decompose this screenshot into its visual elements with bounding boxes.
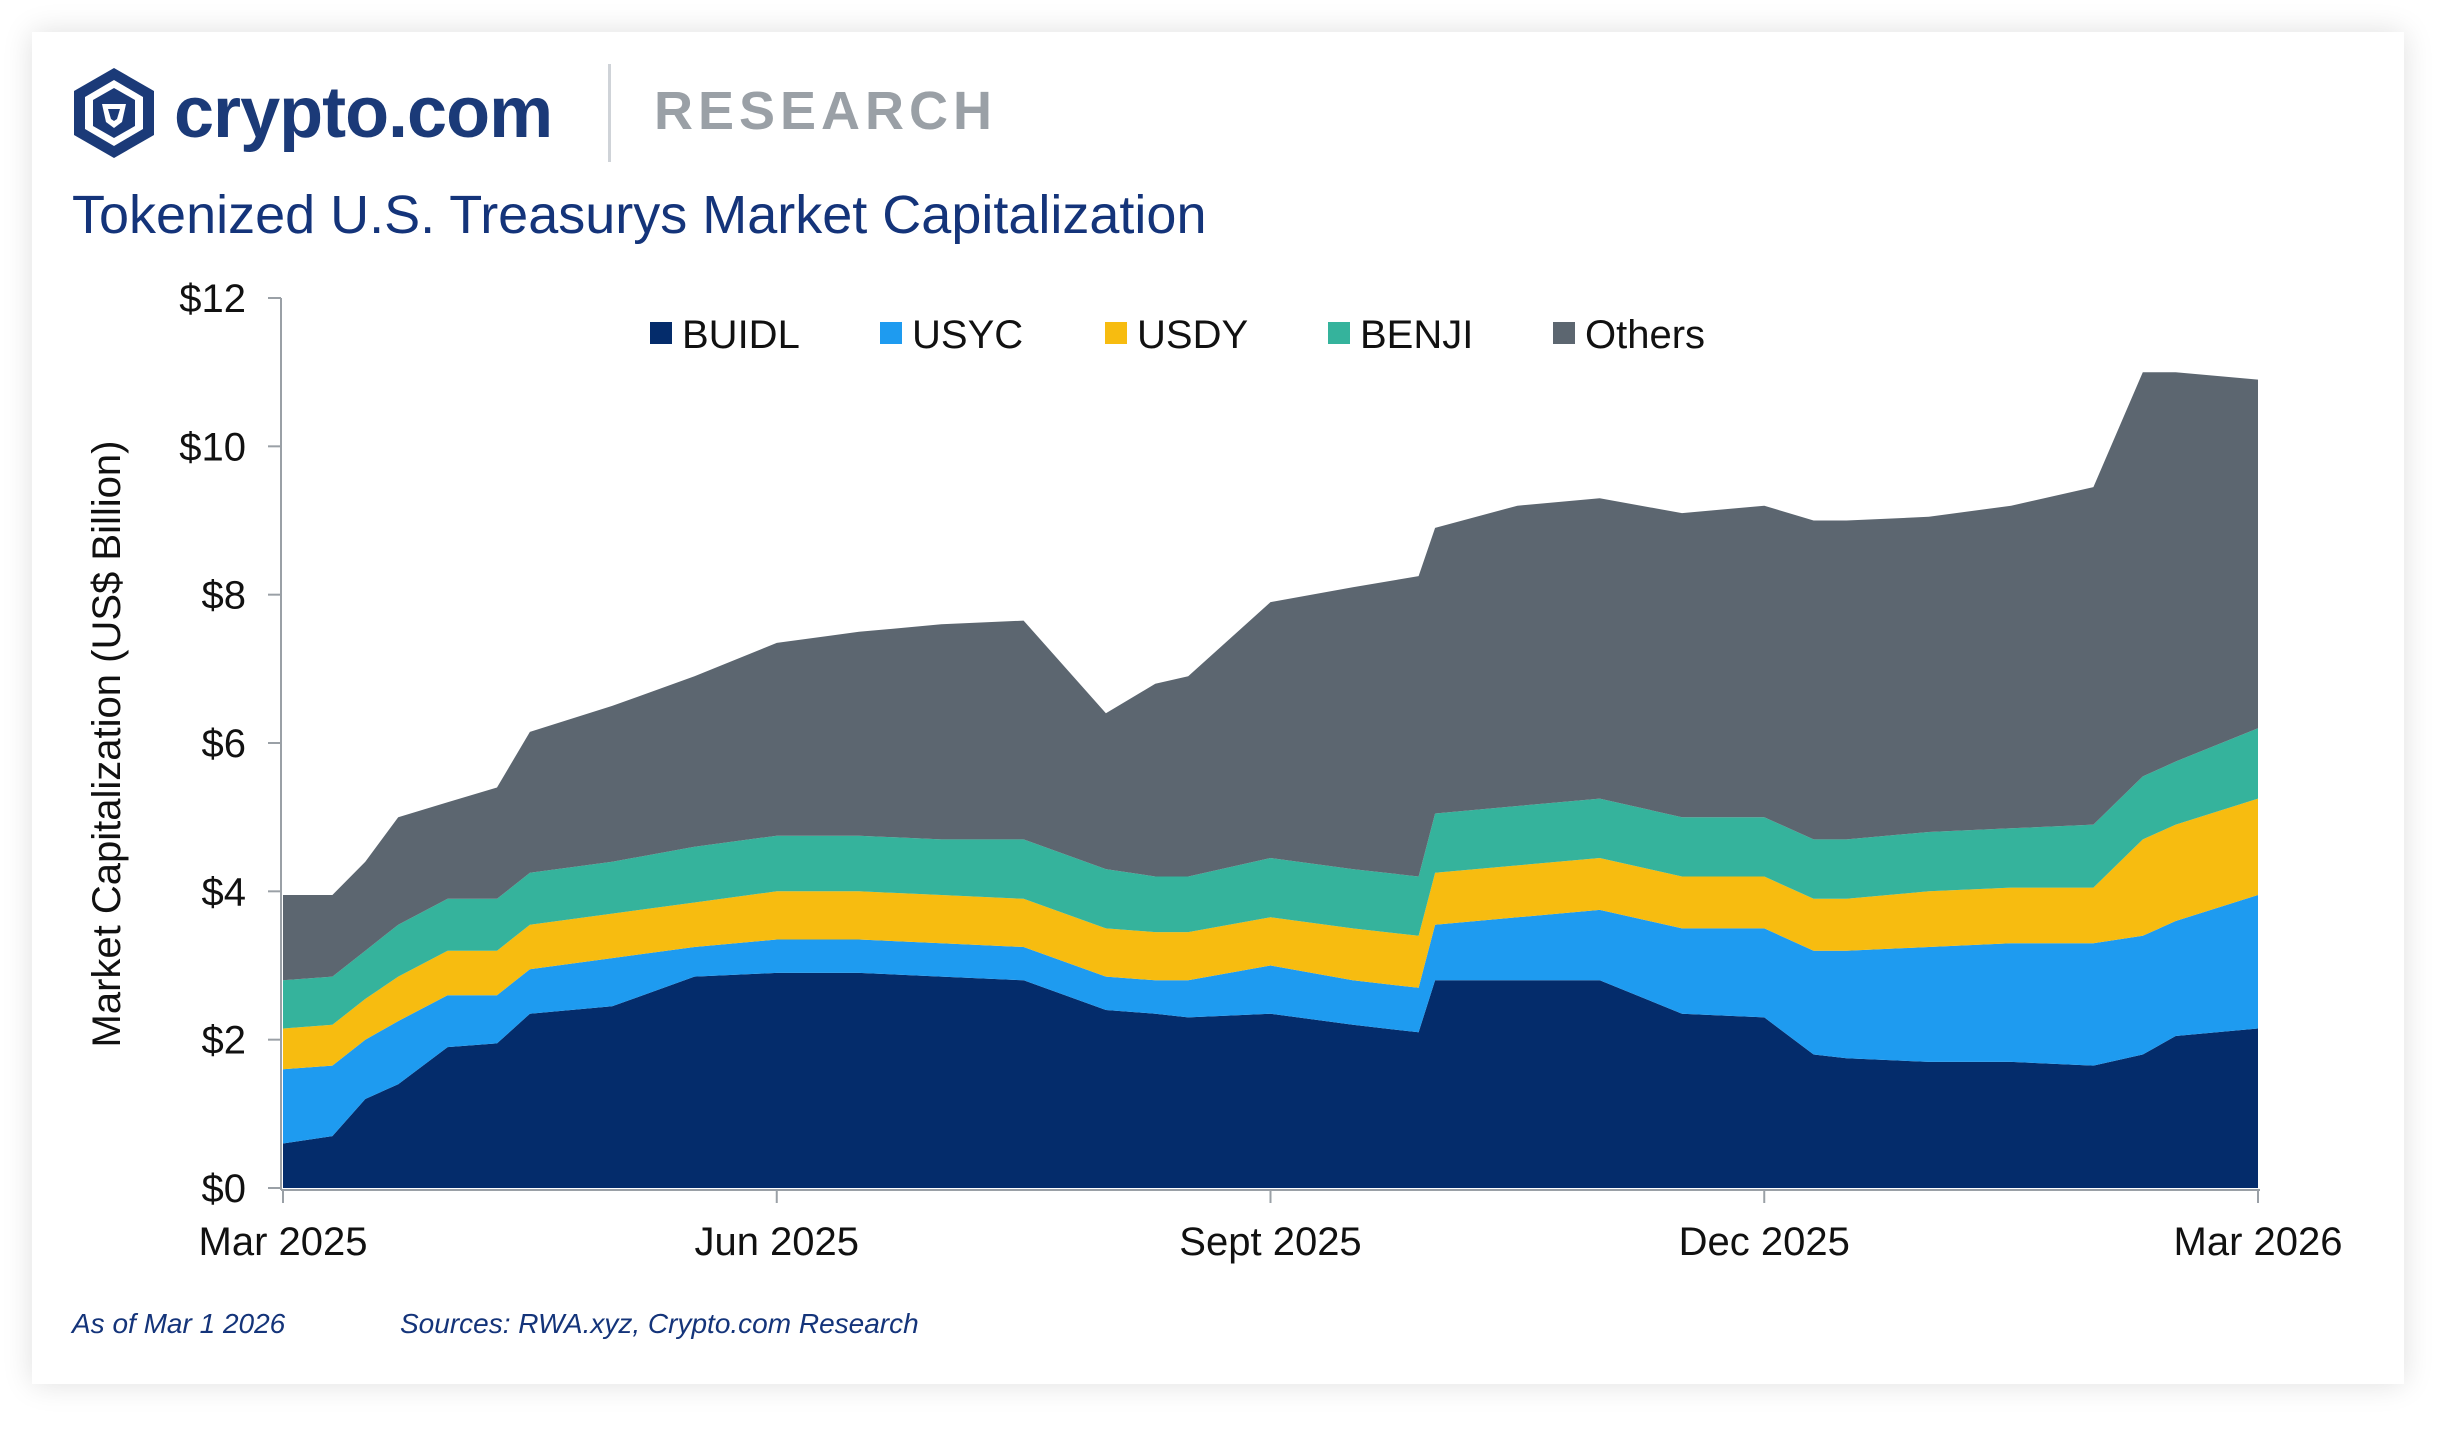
legend-swatch-buidl bbox=[650, 322, 672, 344]
legend-label-usdy: USDY bbox=[1137, 313, 1248, 357]
x-tick-label: Dec 2025 bbox=[1679, 1220, 1850, 1264]
series-areas bbox=[283, 372, 2258, 1188]
legend-swatch-usdy bbox=[1105, 322, 1127, 344]
sources-note: Sources: RWA.xyz, Crypto.com Research bbox=[400, 1308, 919, 1339]
y-tick-label: $10 bbox=[179, 425, 246, 469]
x-tick-label: Sept 2025 bbox=[1179, 1220, 1361, 1264]
y-tick-label: $6 bbox=[202, 722, 247, 766]
x-tick-label: Mar 2026 bbox=[2174, 1220, 2343, 1264]
area-usyc bbox=[283, 895, 2258, 1144]
y-tick-label: $2 bbox=[202, 1019, 247, 1063]
as-of-note: As of Mar 1 2026 bbox=[72, 1308, 286, 1339]
crypto-com-lion-shield-icon bbox=[74, 68, 154, 158]
section-label: RESEARCH bbox=[654, 81, 998, 141]
y-tick-label: $12 bbox=[179, 277, 246, 321]
brand-logo: crypto.com bbox=[72, 66, 553, 160]
legend-label-benji: BENJI bbox=[1360, 313, 1473, 357]
legend-label-usyc: USYC bbox=[912, 313, 1023, 357]
brand-name: crypto.com bbox=[174, 73, 553, 153]
header-divider bbox=[608, 64, 611, 162]
legend: BUIDL USYC USDY BENJI Others bbox=[650, 313, 1705, 357]
x-ticks: Mar 2025 Jun 2025 Sept 2025 Dec 2025 Mar 202… bbox=[199, 1190, 2343, 1264]
legend-swatch-benji bbox=[1328, 322, 1350, 344]
y-tick-label: $0 bbox=[202, 1167, 247, 1211]
legend-swatch-others bbox=[1553, 322, 1575, 344]
area-buidl bbox=[283, 972, 2258, 1188]
y-tick-label: $8 bbox=[202, 574, 247, 618]
x-tick-label: Jun 2025 bbox=[694, 1220, 859, 1264]
area-usdy bbox=[283, 798, 2258, 1070]
chart-title: Tokenized U.S. Treasurys Market Capitali… bbox=[72, 185, 1207, 245]
x-tick-label: Mar 2025 bbox=[199, 1220, 368, 1264]
y-tick-label: $4 bbox=[202, 870, 247, 914]
y-ticks: $0 $2 $4 $6 $8 $10 $12 bbox=[179, 277, 281, 1211]
area-others bbox=[283, 372, 2258, 981]
legend-label-buidl: BUIDL bbox=[682, 313, 800, 357]
area-benji bbox=[283, 728, 2258, 1029]
legend-label-others: Others bbox=[1585, 313, 1705, 357]
y-axis-title: Market Capitalization (US$ Billion) bbox=[85, 441, 129, 1048]
legend-swatch-usyc bbox=[880, 322, 902, 344]
